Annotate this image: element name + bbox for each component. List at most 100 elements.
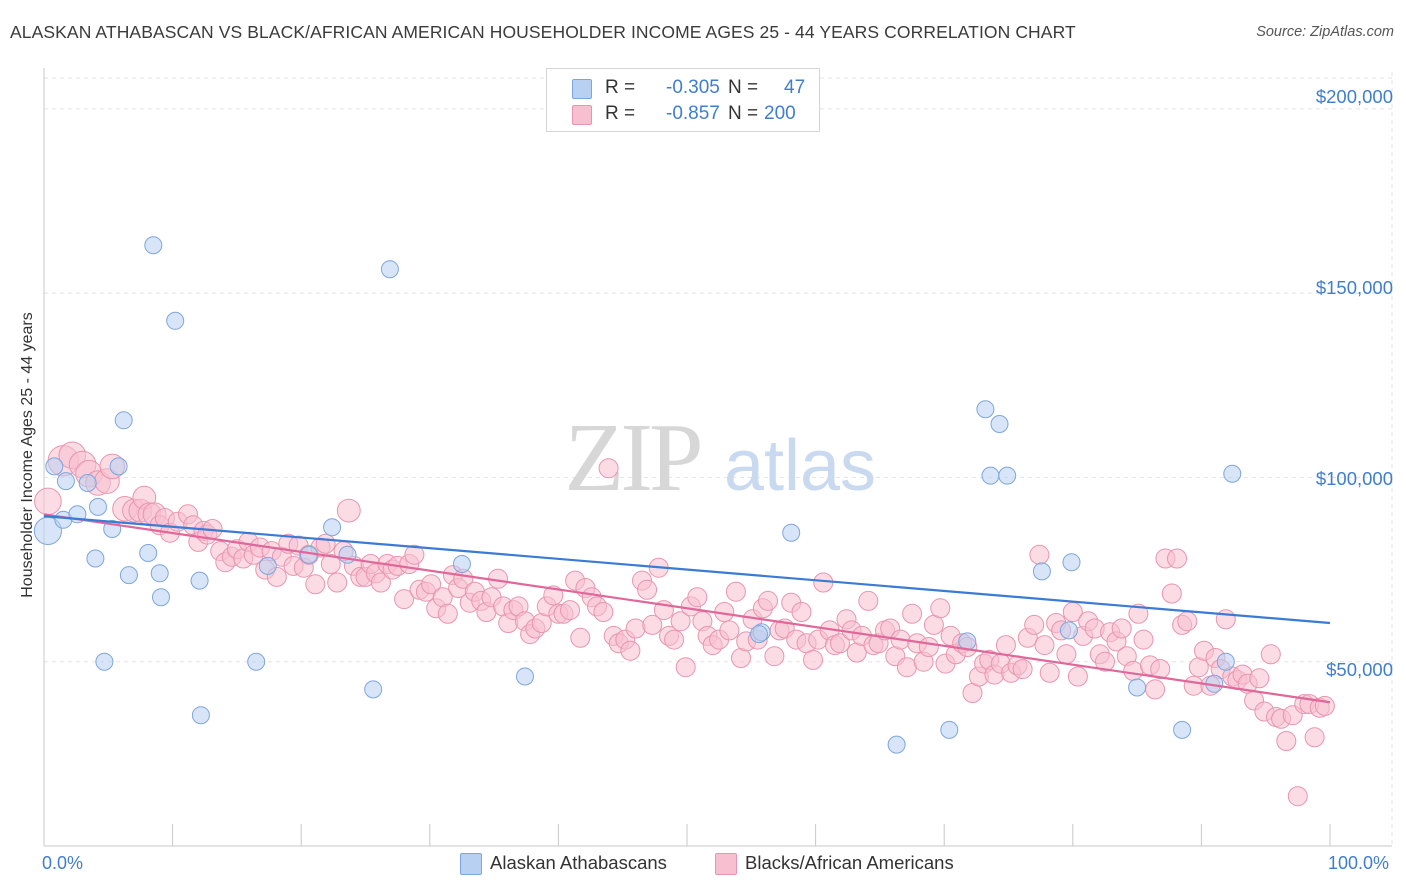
- data-point: [1034, 635, 1055, 656]
- data-point: [1095, 651, 1115, 672]
- series-blacks-points: [34, 441, 1335, 807]
- series-athabascan-points: [33, 236, 1242, 754]
- data-point: [981, 466, 1000, 485]
- data-point: [998, 466, 1017, 485]
- data-point: [560, 600, 580, 621]
- data-point: [625, 618, 646, 639]
- data-point: [1145, 679, 1166, 700]
- data-point: [830, 633, 850, 654]
- data-point: [543, 585, 564, 606]
- source-label: Source: ZipAtlas.com: [1256, 24, 1394, 40]
- data-point: [642, 614, 663, 635]
- data-point: [930, 598, 951, 619]
- data-point: [940, 720, 959, 739]
- data-point: [1314, 695, 1335, 716]
- legend-label: Blacks/African Americans: [745, 852, 954, 873]
- data-point: [191, 706, 210, 725]
- data-point: [338, 545, 357, 564]
- data-point: [144, 236, 163, 255]
- data-point: [166, 311, 185, 330]
- data-point: [152, 588, 170, 607]
- data-point: [764, 646, 785, 667]
- data-point: [1059, 621, 1078, 640]
- data-point: [1012, 659, 1033, 680]
- data-point: [247, 652, 266, 671]
- data-point: [990, 415, 1009, 433]
- trend-line-athabascan: [43, 515, 1331, 625]
- data-point: [687, 587, 708, 608]
- legend-swatch-blue: [460, 853, 482, 875]
- data-point: [380, 260, 399, 279]
- gridlines: [44, 72, 1393, 846]
- data-point: [1223, 464, 1242, 483]
- legend-n-label: N =: [728, 103, 759, 124]
- data-point: [1067, 666, 1088, 687]
- data-point: [758, 590, 778, 611]
- data-point: [750, 625, 768, 644]
- data-point: [190, 571, 209, 590]
- data-point: [1183, 675, 1204, 696]
- trend-lines: [43, 513, 1331, 704]
- legend-n-value: 200: [764, 103, 796, 124]
- y-tick-label: $150,000: [1315, 277, 1393, 298]
- data-point: [670, 611, 691, 632]
- data-point: [725, 581, 746, 602]
- data-point: [1177, 611, 1198, 632]
- data-point: [1287, 786, 1308, 807]
- data-point: [1161, 583, 1182, 604]
- data-point: [370, 572, 391, 593]
- data-point: [531, 613, 552, 633]
- data-point: [89, 497, 107, 516]
- data-point: [1032, 562, 1051, 581]
- x-tick-label: 100.0%: [1328, 853, 1390, 873]
- data-point: [1167, 548, 1187, 569]
- data-point: [56, 472, 75, 491]
- data-point: [437, 603, 458, 624]
- data-point: [516, 667, 534, 686]
- data-point: [315, 533, 336, 554]
- data-point: [1304, 727, 1325, 748]
- data-point: [782, 523, 801, 542]
- y-tick-label: $50,000: [1326, 659, 1393, 680]
- legend-r-value: -0.857: [666, 103, 720, 124]
- data-point: [1216, 652, 1235, 671]
- data-point: [731, 648, 751, 668]
- chart-title: ALASKAN ATHABASCAN VS BLACK/AFRICAN AMER…: [10, 22, 1076, 42]
- legend-swatch-pink: [572, 105, 592, 125]
- data-point: [593, 602, 614, 622]
- data-point: [896, 657, 917, 678]
- data-point: [1173, 720, 1192, 739]
- data-point: [637, 579, 658, 600]
- data-point: [570, 627, 591, 648]
- data-point: [421, 574, 442, 595]
- data-point: [336, 498, 361, 523]
- watermark: ZIP atlas: [565, 404, 877, 512]
- data-point: [620, 640, 641, 661]
- data-point: [1215, 609, 1236, 630]
- trend-line-blacks: [43, 513, 1331, 704]
- data-point: [1249, 668, 1270, 689]
- data-point: [918, 637, 939, 657]
- data-point: [34, 487, 62, 516]
- legend-r-label: R =: [605, 77, 636, 98]
- data-point: [1039, 662, 1060, 683]
- data-point: [1276, 731, 1297, 751]
- data-point: [1128, 678, 1147, 697]
- data-point: [1024, 614, 1045, 635]
- data-point: [119, 566, 138, 585]
- data-point: [1062, 553, 1081, 572]
- data-point: [1150, 659, 1171, 680]
- data-point: [114, 411, 133, 430]
- data-point: [976, 400, 995, 419]
- data-point: [258, 556, 277, 575]
- data-point: [1029, 544, 1050, 565]
- legend-swatch-pink: [715, 853, 737, 875]
- y-axis-label: Householder Income Ages 25 - 44 years: [19, 312, 36, 598]
- legend-r-value: -0.305: [666, 77, 720, 98]
- data-point: [323, 518, 342, 537]
- data-point: [139, 544, 158, 562]
- data-point: [305, 574, 326, 595]
- data-point: [1133, 629, 1154, 650]
- data-point: [675, 657, 696, 678]
